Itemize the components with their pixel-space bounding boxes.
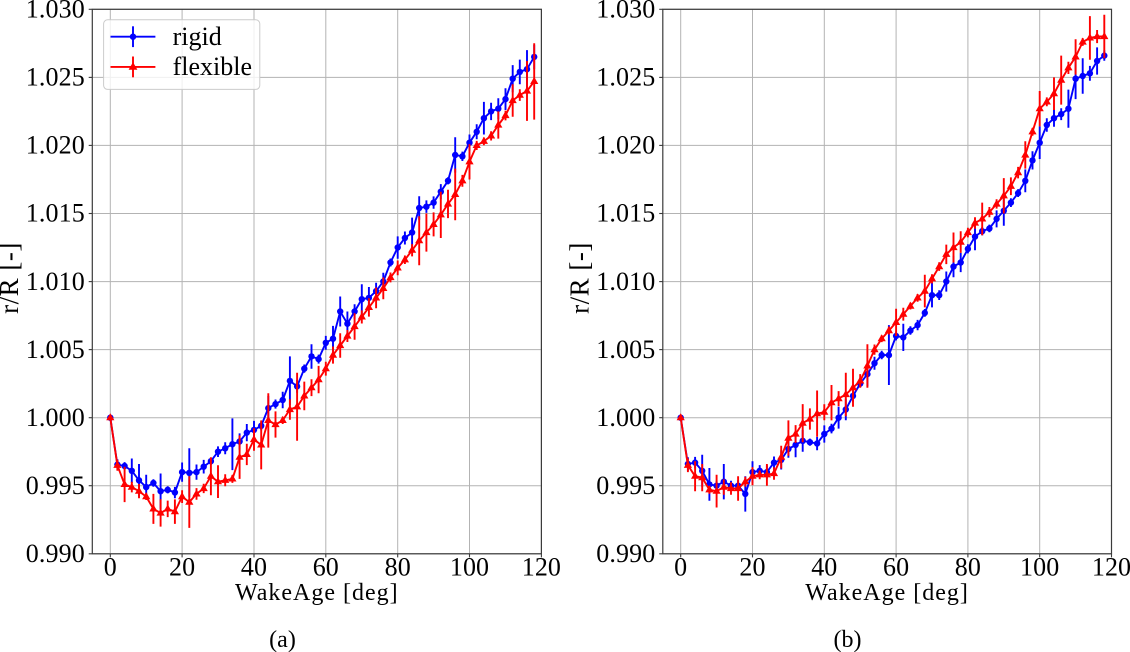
svg-text:1.010: 1.010 (26, 267, 85, 296)
svg-text:0.995: 0.995 (26, 471, 85, 500)
svg-text:1.025: 1.025 (26, 63, 85, 92)
svg-text:0.990: 0.990 (596, 539, 655, 568)
svg-text:1.030: 1.030 (26, 0, 85, 24)
svg-text:1.005: 1.005 (26, 335, 85, 364)
svg-text:1.015: 1.015 (26, 199, 85, 228)
svg-text:1.010: 1.010 (596, 267, 655, 296)
svg-text:20: 20 (169, 553, 195, 582)
svg-text:60: 60 (313, 553, 339, 582)
svg-text:0.990: 0.990 (26, 539, 85, 568)
svg-text:80: 80 (955, 553, 981, 582)
svg-text:60: 60 (883, 553, 909, 582)
svg-text:1.030: 1.030 (596, 0, 655, 24)
svg-text:120: 120 (1092, 553, 1130, 582)
svg-text:1.020: 1.020 (596, 131, 655, 160)
svg-text:1.000: 1.000 (26, 403, 85, 432)
svg-text:80: 80 (385, 553, 411, 582)
svg-text:1.005: 1.005 (596, 335, 655, 364)
svg-text:1.025: 1.025 (596, 63, 655, 92)
svg-text:r/R [-]: r/R [-] (0, 242, 24, 314)
svg-text:(b): (b) (834, 627, 862, 652)
svg-text:r/R [-]: r/R [-] (564, 242, 594, 314)
svg-text:WakeAge [deg]: WakeAge [deg] (235, 580, 399, 606)
svg-text:(a): (a) (269, 627, 296, 652)
svg-text:1.020: 1.020 (26, 131, 85, 160)
svg-text:1.000: 1.000 (596, 403, 655, 432)
svg-text:20: 20 (739, 553, 765, 582)
svg-text:0.995: 0.995 (596, 471, 655, 500)
svg-text:120: 120 (522, 553, 561, 582)
svg-text:100: 100 (1020, 553, 1059, 582)
svg-text:0: 0 (674, 553, 687, 582)
svg-text:WakeAge [deg]: WakeAge [deg] (805, 580, 969, 606)
svg-text:flexible: flexible (173, 52, 252, 81)
svg-text:1.015: 1.015 (596, 199, 655, 228)
svg-text:40: 40 (241, 553, 267, 582)
svg-text:0: 0 (104, 553, 117, 582)
svg-text:40: 40 (811, 553, 837, 582)
svg-text:100: 100 (450, 553, 489, 582)
svg-text:rigid: rigid (173, 22, 222, 51)
